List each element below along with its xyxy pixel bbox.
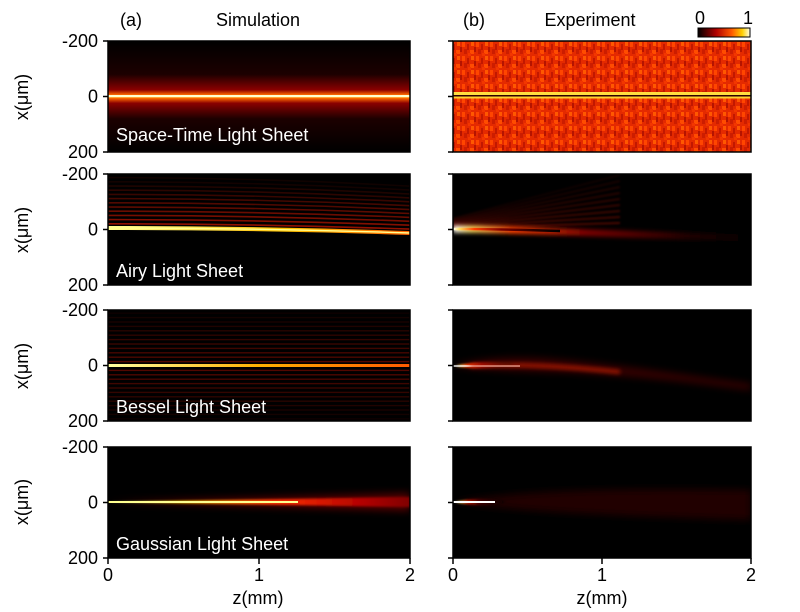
- bessel-ring: [108, 347, 410, 350]
- y-axis-title: x(μm): [12, 343, 32, 389]
- bessel-ring: [108, 352, 410, 354]
- bessel-ring: [108, 325, 410, 328]
- panel-gaussian-experiment: [453, 447, 751, 558]
- panel-airy-experiment: [453, 174, 751, 285]
- bessel-ring: [108, 378, 410, 380]
- y-tick-label: 200: [68, 142, 98, 162]
- x-axis-ticks: 0 1 2 0 1 2: [103, 558, 756, 585]
- airy-side-lobe: [453, 216, 621, 228]
- bessel-ring: [108, 404, 410, 407]
- y-tick-label: 200: [68, 275, 98, 295]
- y-axis-title: x(μm): [12, 74, 32, 120]
- row-label-space-time: Space-Time Light Sheet: [116, 125, 308, 145]
- bessel-ring: [108, 396, 410, 398]
- row-label-gaussian: Gaussian Light Sheet: [116, 534, 288, 554]
- airy-side-lobe: [108, 181, 410, 191]
- y-tick-label: -200: [62, 437, 98, 457]
- bessel-ring: [108, 374, 410, 376]
- airy-side-lobe: [453, 192, 621, 223]
- bessel-ring: [108, 382, 410, 385]
- colorbar-max-label: 1: [743, 8, 753, 28]
- airy-side-lobe: [453, 198, 621, 224]
- panel-gaussian-simulation: [108, 447, 410, 558]
- bessel-ring: [108, 334, 410, 336]
- row-label-bessel: Bessel Light Sheet: [116, 397, 266, 417]
- airy-side-lobe: [108, 210, 410, 219]
- x-tick-label: 1: [254, 565, 264, 585]
- colorbar: 0 1: [695, 8, 753, 38]
- airy-side-lobe: [108, 202, 410, 211]
- bessel-ring: [108, 413, 410, 416]
- bessel-ring: [108, 391, 410, 394]
- column-title-simulation: Simulation: [216, 10, 300, 30]
- bessel-ring: [108, 387, 410, 389]
- x-axis-title-experiment: z(mm): [577, 588, 628, 608]
- y-tick-label: 0: [88, 356, 98, 376]
- airy-side-lobe: [108, 193, 410, 203]
- x-tick-label: 1: [597, 565, 607, 585]
- airy-side-lobe: [453, 204, 621, 226]
- airy-side-lobe: [108, 189, 410, 199]
- airy-side-lobe: [108, 206, 410, 215]
- bessel-ring: [108, 330, 410, 332]
- airy-side-lobe: [453, 186, 621, 222]
- x-tick-label: 2: [405, 565, 415, 585]
- y-axis-title: x(μm): [12, 479, 32, 525]
- y-tick-label: 0: [88, 220, 98, 240]
- x-axis-title-simulation: z(mm): [233, 588, 284, 608]
- bessel-ring: [108, 409, 410, 411]
- y-axis-titles: x(μm) x(μm) x(μm) x(μm): [12, 74, 32, 525]
- airy-side-lobe: [453, 174, 621, 220]
- panel-space-time-experiment: [453, 41, 751, 152]
- y-tick-label: 200: [68, 411, 98, 431]
- bessel-ring: [108, 356, 410, 358]
- bessel-ring: [108, 321, 410, 323]
- panel-bessel-experiment: [453, 310, 751, 421]
- x-tick-label: 2: [746, 565, 756, 585]
- airy-side-lobe: [108, 185, 410, 195]
- panel-label-a: (a): [120, 10, 142, 30]
- airy-side-lobe: [108, 223, 410, 230]
- y-tick-label: -200: [62, 300, 98, 320]
- airy-side-lobe: [108, 197, 410, 207]
- panel-airy-simulation: [108, 174, 410, 285]
- bessel-ring: [108, 343, 410, 345]
- y-tick-label: -200: [62, 31, 98, 51]
- row-label-airy: Airy Light Sheet: [116, 261, 243, 281]
- column-title-experiment: Experiment: [544, 10, 635, 30]
- bessel-ring: [108, 369, 410, 372]
- bessel-ring: [108, 418, 410, 420]
- y-tick-label: 0: [88, 87, 98, 107]
- airy-side-lobe: [108, 218, 410, 226]
- panel-label-b: (b): [463, 10, 485, 30]
- airy-side-lobe: [108, 214, 410, 223]
- x-tick-label: 0: [103, 565, 113, 585]
- airy-side-lobe: [108, 176, 410, 187]
- bessel-ring: [108, 312, 410, 314]
- bessel-ring: [108, 360, 410, 363]
- bessel-ring: [108, 338, 410, 341]
- panel-bessel-simulation: [108, 310, 410, 421]
- colorbar-min-label: 0: [695, 8, 705, 28]
- y-tick-label: 200: [68, 548, 98, 568]
- airy-side-lobe: [453, 210, 621, 227]
- y-tick-label: -200: [62, 164, 98, 184]
- bessel-ring: [108, 316, 410, 319]
- bessel-ring: [108, 400, 410, 402]
- panel-space-time-simulation: [108, 41, 410, 152]
- y-axis-title: x(μm): [12, 207, 32, 253]
- airy-side-lobe: [453, 180, 621, 221]
- y-tick-label: 0: [88, 493, 98, 513]
- x-tick-label: 0: [448, 565, 458, 585]
